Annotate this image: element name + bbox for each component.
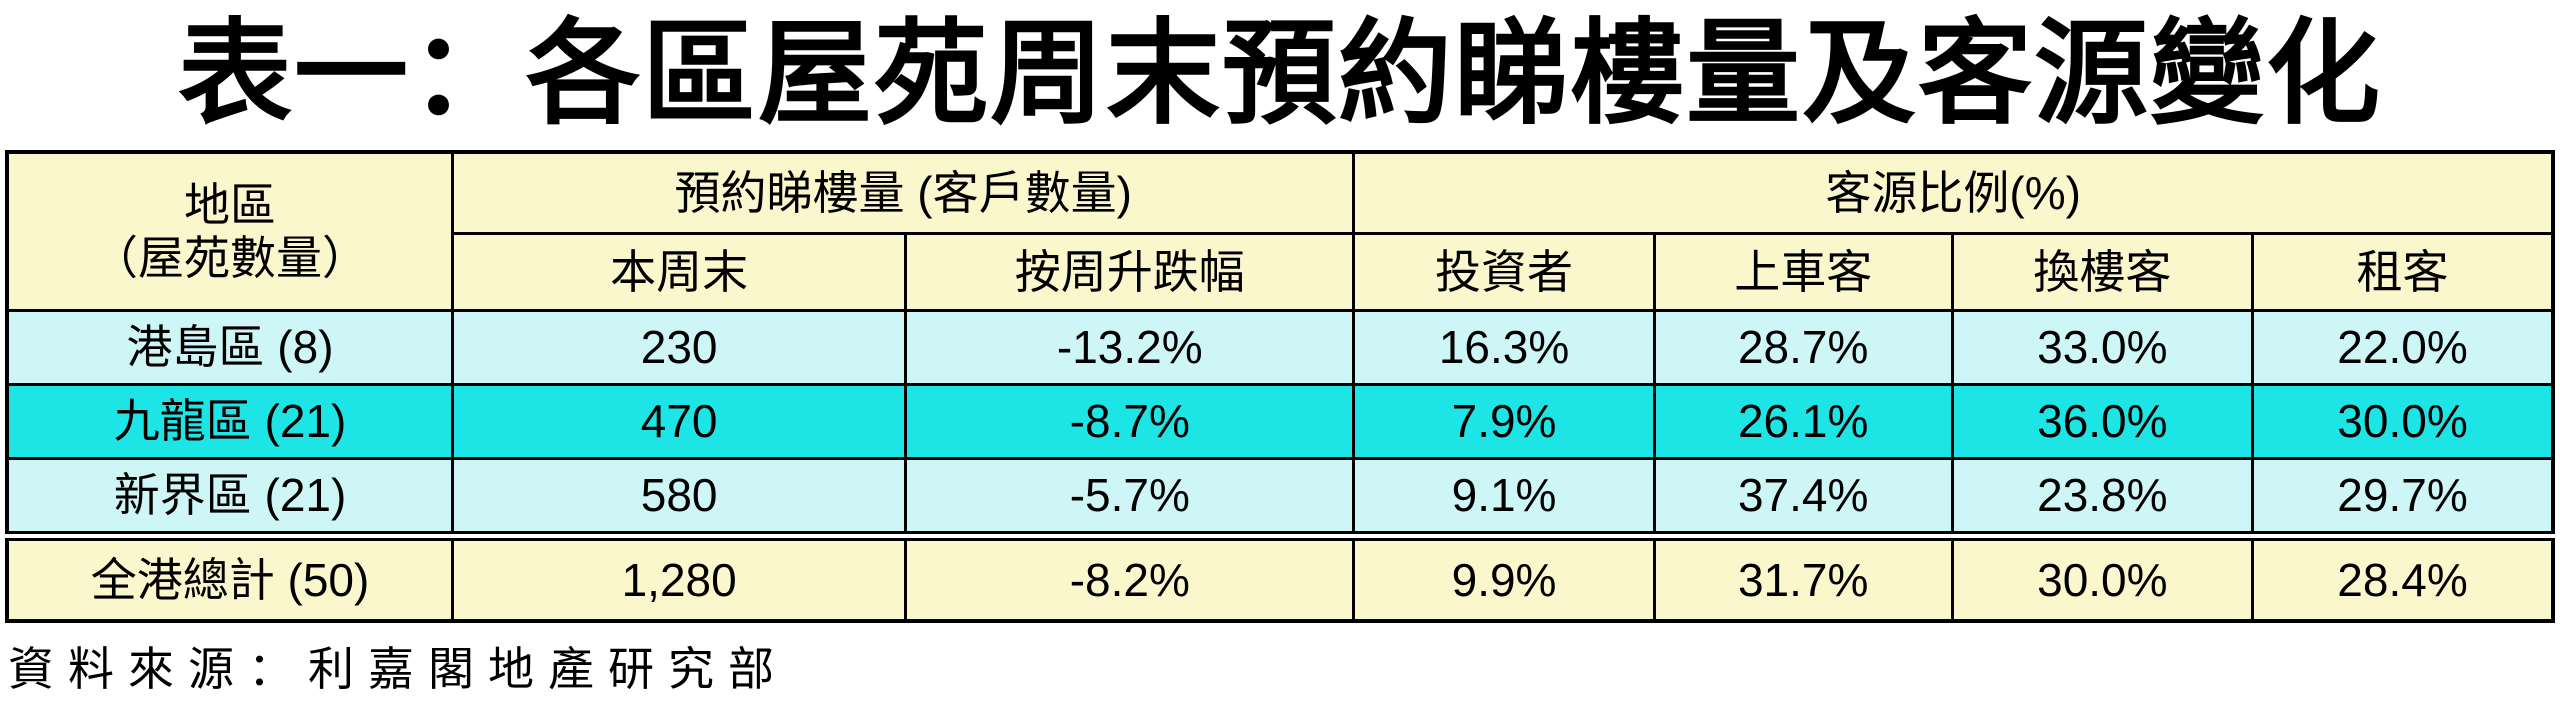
table-row-new-territories: 新界區 (21) 580 -5.7% 9.1% 37.4% 23.8% 29.7… [5,457,2555,538]
header-wow-change: 按周升跌幅 [904,232,1356,312]
cell-region: 新界區 (21) [5,457,455,538]
cell-wow-change: -8.7% [904,383,1356,460]
cell-region: 港島區 (8) [5,309,455,386]
cell-tenant: 28.4% [2251,531,2555,623]
table-row-kowloon: 九龍區 (21) 470 -8.7% 7.9% 26.1% 36.0% 30.0… [5,383,2555,460]
header-upgrader: 換樓客 [1950,232,2255,312]
header-first-time-buyer: 上車客 [1652,232,1954,312]
cell-tenant: 29.7% [2251,457,2555,538]
cell-first-time-buyer: 31.7% [1652,531,1954,623]
cell-region: 九龍區 (21) [5,383,455,460]
cell-wow-change: -13.2% [904,309,1356,386]
header-investor: 投資者 [1352,232,1656,312]
cell-tenant: 30.0% [2251,383,2555,460]
source-note: 資料來源：利嘉閣地產研究部 [8,643,788,695]
cell-investor: 16.3% [1352,309,1656,386]
cell-upgrader: 30.0% [1950,531,2255,623]
table-row-hk-island: 港島區 (8) 230 -13.2% 16.3% 28.7% 33.0% 22.… [5,309,2555,386]
cell-tenant: 22.0% [2251,309,2555,386]
cell-this-weekend: 580 [451,457,908,538]
header-this-weekend: 本周末 [451,232,908,312]
header-district: 地區 （屋苑數量） [5,150,455,312]
cell-this-weekend: 470 [451,383,908,460]
cell-investor: 9.1% [1352,457,1656,538]
cell-investor: 7.9% [1352,383,1656,460]
table-row-total: 全港總計 (50) 1,280 -8.2% 9.9% 31.7% 30.0% 2… [5,531,2555,623]
header-district-line2: （屋苑數量） [92,231,369,284]
cell-first-time-buyer: 37.4% [1652,457,1954,538]
cell-first-time-buyer: 28.7% [1652,309,1954,386]
page-title: 表一：各區屋苑周末預約睇樓量及客源變化 [177,11,2382,138]
cell-investor: 9.9% [1352,531,1656,623]
table-sub-header-row: 本周末 按周升跌幅 投資者 上車客 換樓客 租客 [7,232,2555,312]
cell-this-weekend: 230 [451,309,908,386]
header-source-ratio-group: 客源比例(%) [1352,150,2555,235]
cell-upgrader: 33.0% [1950,309,2255,386]
cell-upgrader: 36.0% [1950,383,2255,460]
header-tenant: 租客 [2251,232,2555,312]
cell-wow-change: -8.2% [904,531,1356,623]
table-group-header-row: 地區 （屋苑數量） 預約睇樓量 (客戶數量) 客源比例(%) [5,150,2555,312]
estate-viewings-table: 地區 （屋苑數量） 預約睇樓量 (客戶數量) 客源比例(%) 本周末 按周升跌幅… [5,150,2555,623]
cell-upgrader: 23.8% [1950,457,2255,538]
cell-first-time-buyer: 26.1% [1652,383,1954,460]
cell-wow-change: -5.7% [904,457,1356,538]
header-district-line1: 地區 [184,178,277,231]
cell-region: 全港總計 (50) [5,531,455,623]
header-bookings-group: 預約睇樓量 (客戶數量) [451,150,1356,235]
cell-this-weekend: 1,280 [451,531,908,623]
